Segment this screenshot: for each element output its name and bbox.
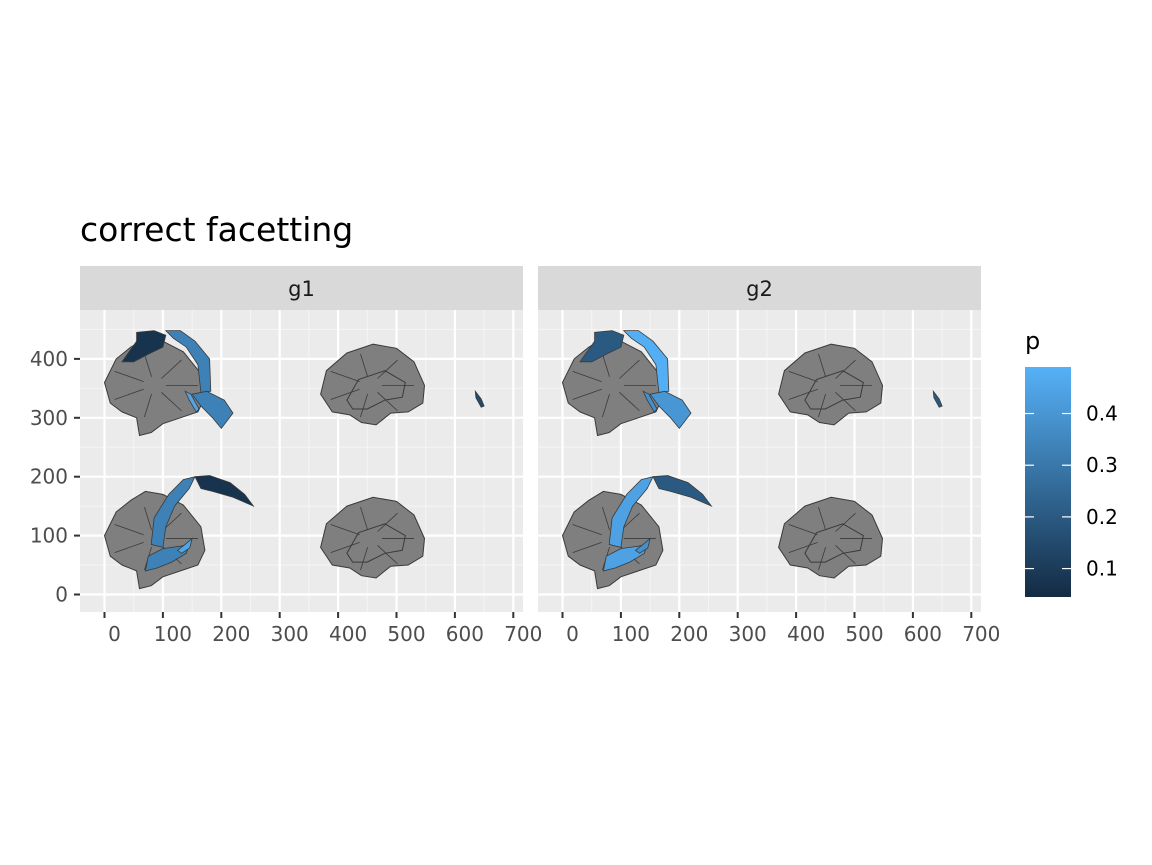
y-tick-label: 300 <box>30 406 68 430</box>
y-tick-label: 400 <box>30 347 68 371</box>
legend-label: 0.1 <box>1086 557 1118 581</box>
region-border <box>114 370 144 382</box>
legend-label: 0.2 <box>1086 505 1118 529</box>
region-border <box>330 370 360 382</box>
x-tick-label: 0 <box>108 622 121 646</box>
facet-strip <box>80 266 523 310</box>
region-border <box>360 547 369 571</box>
x-tick-label: 300 <box>271 622 309 646</box>
brain-region <box>194 475 255 508</box>
region-border <box>144 393 152 418</box>
x-tick-label: 400 <box>787 622 825 646</box>
region-border <box>114 388 144 400</box>
x-tick-label: 200 <box>670 622 708 646</box>
region-border <box>377 392 398 412</box>
region-border <box>818 547 827 571</box>
brain-region <box>642 390 658 413</box>
brain-region <box>579 330 625 363</box>
x-tick-label: 0 <box>566 622 579 646</box>
region-border <box>114 524 144 536</box>
brain-region <box>634 537 651 554</box>
x-tick-label: 100 <box>612 622 650 646</box>
region-border <box>377 359 398 379</box>
region-border <box>818 393 827 418</box>
legend-colorbar <box>1025 367 1071 597</box>
region-border <box>804 370 864 410</box>
region-border <box>114 542 144 553</box>
region-border <box>346 370 406 410</box>
brain-region <box>649 390 692 430</box>
region-border <box>360 353 369 377</box>
region-border <box>346 523 406 563</box>
brain-region <box>191 390 234 430</box>
region-border <box>619 359 640 379</box>
x-tick-label: 500 <box>845 622 883 646</box>
brain-region <box>652 475 713 508</box>
region-border <box>619 392 640 412</box>
legend-label: 0.3 <box>1086 453 1118 477</box>
region-border <box>572 388 602 400</box>
x-tick-label: 700 <box>504 622 542 646</box>
legend-label: 0.4 <box>1086 402 1118 426</box>
x-tick-label: 300 <box>729 622 767 646</box>
brain-outline-left-medial <box>320 343 426 426</box>
region-border <box>835 392 856 412</box>
region-border <box>788 370 818 382</box>
region-border <box>377 545 398 565</box>
brain-region <box>474 389 485 408</box>
region-border <box>602 353 610 377</box>
brain-region <box>608 476 654 548</box>
region-border <box>360 506 369 531</box>
region-border <box>818 353 827 377</box>
region-border <box>572 524 602 536</box>
brain-region <box>150 476 196 548</box>
region-border <box>572 542 602 553</box>
brain-region <box>184 390 200 413</box>
brain-atlas <box>561 330 943 590</box>
region-border <box>818 506 827 531</box>
region-border <box>835 359 856 379</box>
x-tick-label: 600 <box>446 622 484 646</box>
legend-title: p <box>1025 327 1040 355</box>
x-tick-label: 400 <box>329 622 367 646</box>
x-tick-label: 700 <box>962 622 1000 646</box>
region-border <box>144 506 152 531</box>
brain-outline-right-medial <box>778 496 884 579</box>
y-tick-label: 200 <box>30 465 68 489</box>
region-border <box>835 512 856 532</box>
region-border <box>330 524 360 536</box>
brain-region <box>176 537 193 554</box>
region-border <box>161 359 182 379</box>
region-border <box>572 370 602 382</box>
brain-atlas <box>103 330 485 590</box>
region-border <box>804 523 864 563</box>
region-border <box>144 353 152 377</box>
region-border <box>788 388 818 400</box>
region-border <box>602 506 610 531</box>
region-border <box>377 512 398 532</box>
x-tick-label: 600 <box>904 622 942 646</box>
region-border <box>788 524 818 536</box>
x-tick-label: 200 <box>212 622 250 646</box>
region-border <box>330 388 360 400</box>
facet-strip-label: g1 <box>288 277 315 301</box>
brain-region <box>932 389 943 408</box>
region-border <box>360 393 369 418</box>
y-tick-label: 100 <box>30 524 68 548</box>
facet-strip-label: g2 <box>746 277 773 301</box>
region-border <box>330 542 360 553</box>
y-tick-label: 0 <box>55 583 68 607</box>
facet-strip <box>538 266 981 310</box>
x-tick-label: 500 <box>387 622 425 646</box>
brain-outline-right-medial <box>320 496 426 579</box>
region-border <box>835 545 856 565</box>
region-border <box>161 392 182 412</box>
chart-title: correct facetting <box>80 210 354 249</box>
region-border <box>788 542 818 553</box>
x-tick-label: 100 <box>154 622 192 646</box>
brain-outline-left-medial <box>778 343 884 426</box>
region-border <box>602 393 610 418</box>
brain-region <box>121 330 167 363</box>
